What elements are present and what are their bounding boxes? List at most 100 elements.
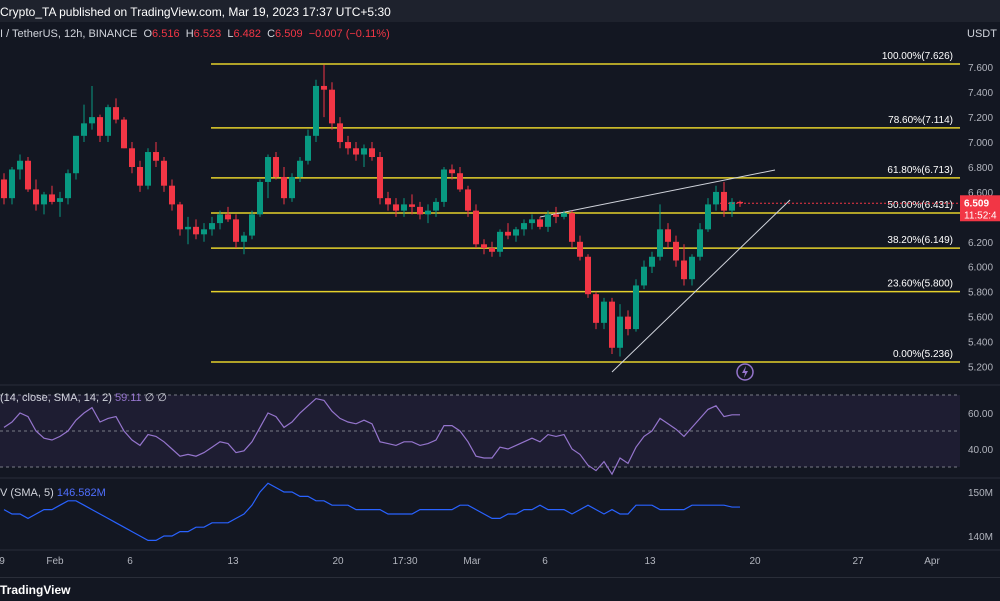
volume-legend[interactable]: V (SMA, 5) 146.582M (0, 487, 106, 499)
candle-body (33, 189, 39, 205)
candle-body (393, 204, 399, 211)
candle-body (665, 229, 671, 242)
candle-body (465, 189, 471, 211)
price-tick: 5.200 (968, 362, 993, 373)
candle-body (473, 210, 479, 245)
high-label: H (185, 28, 194, 40)
symbol-name[interactable]: I / TetherUS, 12h, BINANCE (0, 28, 138, 40)
close-label: C (267, 28, 276, 40)
candle-body (265, 157, 271, 182)
candle-body (185, 226, 191, 230)
candle-body (729, 201, 735, 211)
price-tick: 6.000 (968, 263, 993, 274)
candle-body (513, 229, 519, 236)
candle-body (153, 152, 159, 161)
tradingview-logo[interactable]: TradingView (0, 583, 71, 597)
candle-body (65, 173, 71, 199)
volume-sma-line (3, 482, 740, 542)
published-bar: Crypto_TA published on TradingView.com, … (0, 0, 1000, 22)
candle-body (41, 194, 47, 205)
candle-body (673, 241, 679, 261)
rsi-legend[interactable]: (14, close, SMA, 14, 2) 59.11 ∅ ∅ (0, 391, 167, 404)
candle-body (401, 204, 407, 211)
candle-body (105, 107, 111, 136)
fib-label: 38.20%(6.149) (887, 235, 953, 246)
footer-bar: TradingView (0, 577, 1000, 601)
candle-body (129, 148, 135, 167)
candle-body (313, 85, 319, 136)
close-value: 6.509 (275, 28, 303, 40)
candle-body (377, 157, 383, 199)
fib-label: 23.60%(5.800) (887, 279, 953, 290)
candle-body (529, 219, 535, 224)
candle-body (9, 169, 15, 199)
rsi-line (3, 397, 740, 476)
candle-body (201, 229, 207, 235)
candle-body (113, 107, 119, 120)
candle-body (537, 219, 543, 227)
candle-body (249, 214, 255, 236)
candle-body (689, 256, 695, 280)
fib-label: 50.00%(6.431) (887, 200, 953, 211)
candle-body (697, 229, 703, 257)
candle-body (577, 241, 583, 257)
rsi-tick: 60.00 (968, 409, 993, 420)
candle-body (657, 229, 663, 257)
low-label: L (227, 28, 234, 40)
lightning-icon[interactable] (735, 362, 755, 382)
candle-body (57, 198, 63, 202)
time-tick: 13 (644, 556, 656, 567)
candle-body (481, 244, 487, 249)
candle-body (89, 117, 95, 124)
candle-body (345, 142, 351, 149)
low-value: 6.482 (233, 28, 261, 40)
candle-body (681, 260, 687, 280)
candle-body (169, 185, 175, 205)
price-tick: 5.400 (968, 338, 993, 349)
candle-body (649, 256, 655, 267)
resistance-trendline (539, 169, 776, 218)
candle-body (241, 235, 247, 242)
change-value: −0.007 (−0.11%) (308, 28, 390, 40)
price-tick: 7.600 (968, 63, 993, 74)
candle-body (497, 231, 503, 252)
symbol-legend: I / TetherUS, 12h, BINANCE O6.516 H6.523… (0, 28, 390, 40)
candle-body (17, 160, 23, 170)
time-tick: Feb (46, 556, 64, 567)
last-price-value: 6.509 (964, 198, 989, 209)
candle-body (625, 316, 631, 330)
candle-body (713, 191, 719, 205)
candle-body (585, 256, 591, 295)
candle-body (641, 266, 647, 286)
candle-body (305, 135, 311, 161)
candle-body (721, 191, 727, 211)
candle-body (257, 181, 263, 215)
candle-body (553, 214, 559, 217)
candle-body (49, 194, 55, 202)
time-tick: Apr (924, 556, 940, 567)
candle-body (1, 179, 7, 199)
candle-body (617, 316, 623, 348)
candle-body (209, 223, 215, 230)
rsi-tick: 40.00 (968, 445, 993, 456)
price-tick: 5.600 (968, 313, 993, 324)
price-tick: 7.000 (968, 138, 993, 149)
candle-body (137, 166, 143, 186)
price-tick: 5.800 (968, 288, 993, 299)
time-tick: Mar (463, 556, 481, 567)
candle-body (561, 213, 567, 217)
candle-body (329, 89, 335, 124)
candle-body (73, 135, 79, 174)
candle-body (457, 173, 463, 190)
candle-body (441, 169, 447, 202)
price-tick: 6.800 (968, 163, 993, 174)
candle-body (337, 123, 343, 143)
candle-body (505, 231, 511, 236)
time-tick: 9 (0, 556, 5, 567)
candle-body (273, 157, 279, 177)
candle-body (177, 204, 183, 230)
candle-body (121, 119, 127, 149)
high-value: 6.523 (193, 28, 222, 40)
candle-body (705, 204, 711, 230)
